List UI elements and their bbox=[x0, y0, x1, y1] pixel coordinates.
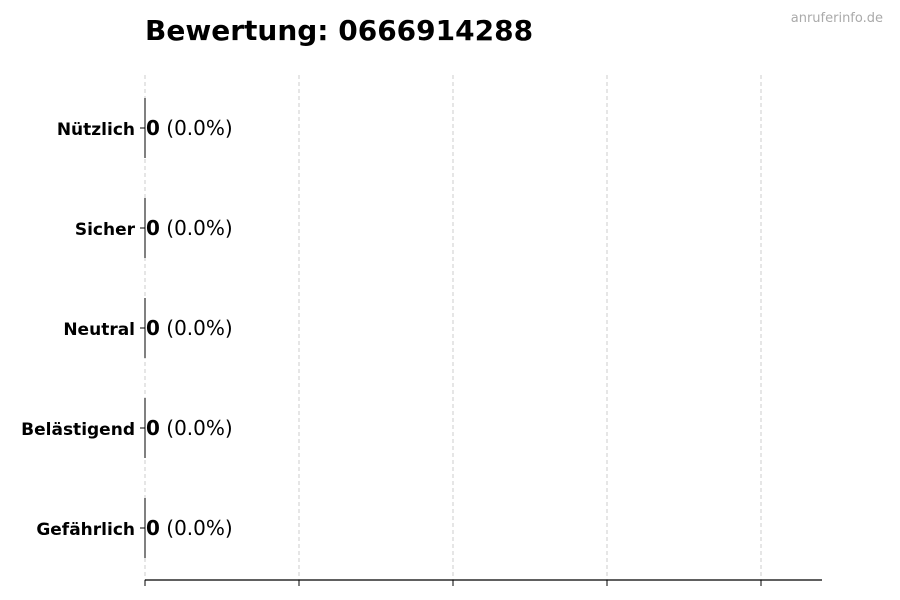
category-label: Belästigend bbox=[21, 420, 135, 440]
value-label: 0 (0.0%) bbox=[146, 416, 233, 440]
bars: Nützlich 0 (0.0%) Sicher 0 (0.0%) Neutral 0 (… bbox=[21, 98, 233, 558]
category-label: Neutral bbox=[63, 320, 135, 340]
value-label: 0 (0.0%) bbox=[146, 316, 233, 340]
watermark: anruferinfo.de bbox=[791, 11, 883, 26]
value-label: 0 (0.0%) bbox=[146, 216, 233, 240]
category-label: Nützlich bbox=[57, 120, 135, 140]
category-label: Gefährlich bbox=[36, 520, 135, 540]
value-label: 0 (0.0%) bbox=[146, 516, 233, 540]
chart-title: Bewertung: 0666914288 bbox=[145, 14, 533, 47]
x-ticks bbox=[144, 580, 762, 586]
value-label: 0 (0.0%) bbox=[146, 116, 233, 140]
gridlines bbox=[144, 75, 762, 580]
category-label: Sicher bbox=[75, 220, 136, 240]
